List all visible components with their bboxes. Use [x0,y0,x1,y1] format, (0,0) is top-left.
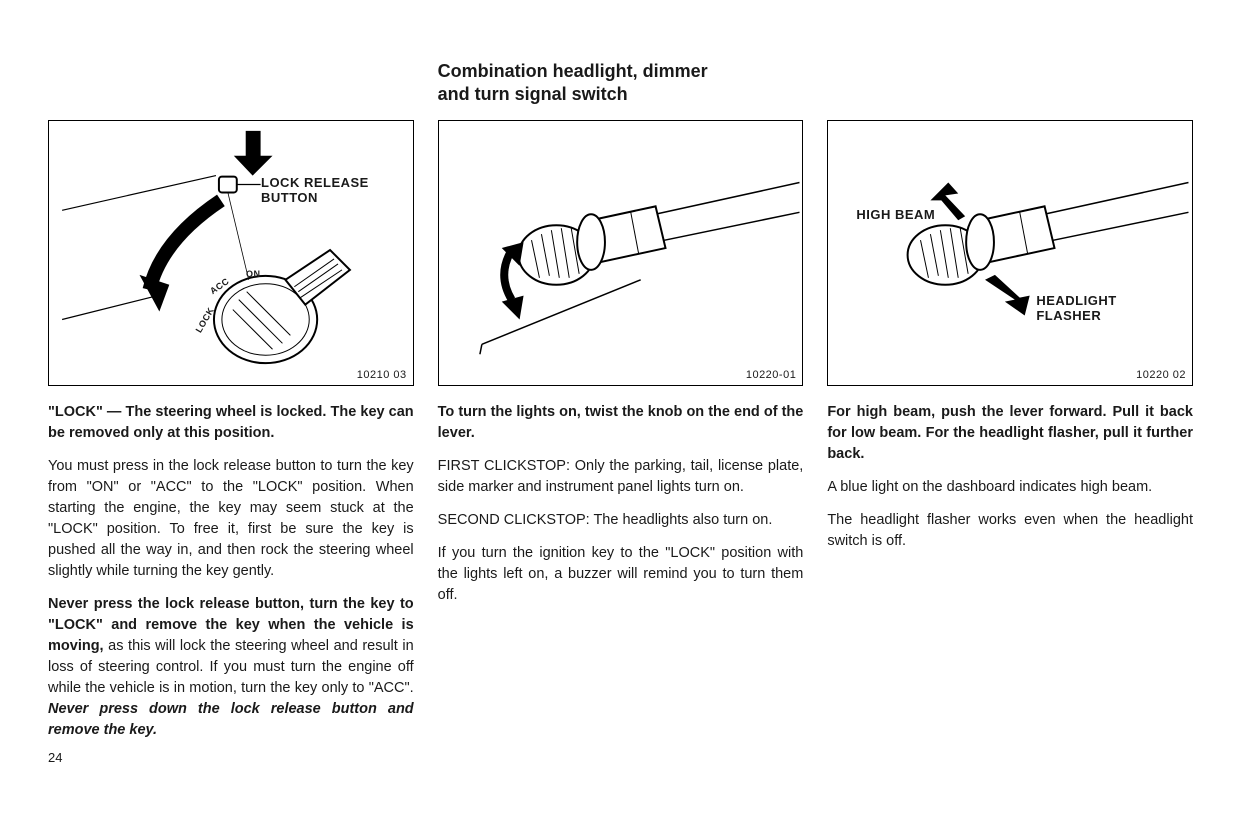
col3-lead: For high beam, push the lever forward. P… [827,402,1193,465]
heading-line1: Combination headlight, dimmer [438,61,708,81]
figure-number: 10220-01 [746,369,797,381]
section-heading: Combination headlight, dimmer and turn s… [438,60,804,108]
col3-p1: A blue light on the dashboard indicates … [827,477,1193,498]
column-1-body: "LOCK" — The steering wheel is locked. T… [48,402,414,768]
figure-number: 10220 02 [1136,369,1186,381]
col2-p2: SECOND CLICKSTOP: The headlights also tu… [438,510,804,531]
col2-p1: FIRST CLICKSTOP: Only the parking, tail,… [438,456,804,498]
page-number: 24 [48,749,414,768]
col1-p2-italic: Never press down the lock release button… [48,701,414,738]
col2-lead: To turn the lights on, twist the knob on… [438,402,804,444]
label-headlight-flasher: HEADLIGHT FLASHER [1036,293,1116,323]
figure-number: 10210 03 [357,369,407,381]
heading-spacer [48,60,414,120]
column-3: HIGH BEAM HEADLIGHT FLASHER 10220 02 For… [827,60,1193,768]
col3-p2: The headlight flasher works even when th… [827,510,1193,552]
figure-lock-release: LOCK RELEASE BUTTON LOCK ACC ON 10210 03 [48,120,414,386]
label-on: ON [246,269,261,279]
label-high-beam: HIGH BEAM [856,207,935,222]
heading-spacer [827,60,1193,120]
column-2: Combination headlight, dimmer and turn s… [438,60,804,768]
col1-p1: You must press in the lock release butto… [48,456,414,582]
column-1: LOCK RELEASE BUTTON LOCK ACC ON 10210 03… [48,60,414,768]
column-3-body: For high beam, push the lever forward. P… [827,402,1193,564]
label-hf-l1: HEADLIGHT [1036,293,1116,308]
col1-lead: "LOCK" — The steering wheel is locked. T… [48,402,414,444]
column-2-body: To turn the lights on, twist the knob on… [438,402,804,618]
manual-page: LOCK RELEASE BUTTON LOCK ACC ON 10210 03… [0,0,1241,788]
col1-p2-rest: as this will lock the steering wheel and… [48,638,414,696]
label-hf-l2: FLASHER [1036,308,1101,323]
figure-high-beam: HIGH BEAM HEADLIGHT FLASHER 10220 02 [827,120,1193,386]
figure-twist-knob: 10220-01 [438,120,804,386]
heading-line2: and turn signal switch [438,84,628,104]
col2-p3: If you turn the ignition key to the "LOC… [438,543,804,606]
label-lock-release-button: LOCK RELEASE BUTTON [261,175,413,205]
col1-p2: Never press the lock release button, tur… [48,594,414,741]
